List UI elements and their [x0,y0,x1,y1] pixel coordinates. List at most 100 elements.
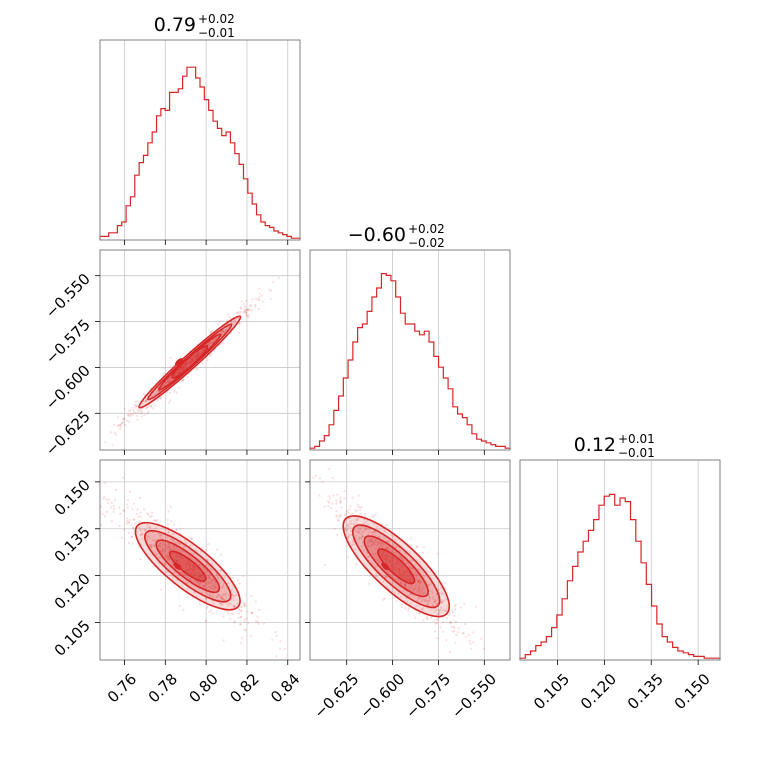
sample-point [151,538,154,541]
sample-point [361,536,364,539]
sample-point [417,597,420,600]
sample-point [425,615,429,618]
sample-point [440,601,444,604]
sample-point [364,521,367,524]
sample-point [420,589,423,592]
sample-point [364,526,367,529]
sample-point [134,411,138,415]
sample-point [411,567,414,570]
sample-point [390,564,393,567]
sample-point [212,583,216,586]
sample-point [178,604,181,607]
sample-point [152,539,155,542]
sample-point [261,300,264,303]
sample-point [233,605,236,608]
sample-point [186,568,190,571]
sample-point [250,611,253,614]
sample-point [161,374,164,377]
sample-point [183,363,186,366]
sample-point [160,534,163,537]
sample-point [188,571,191,574]
sample-point [136,400,139,403]
sample-point [349,529,353,533]
sample-point [176,559,179,562]
sample-point [211,592,215,595]
sample-point [214,580,217,583]
sample-point [163,562,166,565]
sample-point [421,599,424,603]
sample-point [147,404,150,407]
sample-point [200,349,203,352]
sample-point [362,522,365,525]
sample-point [400,595,403,599]
sample-point [187,536,190,539]
sample-point [169,365,172,368]
sample-point [116,424,120,427]
sample-point [436,613,439,616]
sample-point [185,362,188,365]
sample-point [426,599,429,602]
sample-point [208,343,211,346]
sample-point [102,497,105,500]
sample-point [345,510,348,513]
sample-point [357,530,360,533]
sample-point [167,380,170,383]
sample-point [167,546,170,549]
sample-point [366,523,369,526]
sample-point [406,561,409,565]
x-tick-label: 0.78 [145,670,181,706]
sample-point [418,580,421,583]
sample-point [204,584,207,587]
sample-point [339,496,342,499]
sample-point [378,546,381,549]
sample-point [131,527,135,530]
sample-point [152,544,156,547]
sample-point [220,596,223,599]
sample-point [256,615,259,618]
sample-point [190,537,194,540]
contour-level-2 [147,323,233,401]
sample-point [169,377,172,380]
sample-point [199,574,203,577]
sample-point [414,587,417,590]
sample-point [155,553,158,556]
sample-point [131,526,135,529]
sample-point [379,549,382,552]
sample-point [125,522,128,525]
sample-point [152,565,155,568]
sample-point [176,371,179,374]
sample-point [182,574,185,577]
sample-point [275,655,278,658]
sample-point [438,608,442,612]
sample-point [231,592,234,595]
sample-point [400,557,403,560]
sample-point [164,381,167,384]
sample-point [122,510,125,513]
sample-point [240,307,243,310]
sample-point [184,364,187,367]
sample-point [440,586,443,590]
panel-title-minus: −0.01 [198,26,235,40]
sample-point [430,608,433,611]
sample-point [352,523,355,526]
sample-point [384,546,388,550]
sample-point [384,576,387,579]
sample-point [181,379,184,382]
sample-point [351,543,354,546]
sample-point [343,526,347,530]
sample-point [237,322,240,325]
sample-point [360,545,363,548]
sample-point [209,353,212,356]
sample-point [158,544,161,547]
sample-point [183,364,187,367]
sample-point [210,596,214,599]
sample-point [442,608,445,611]
sample-point [416,611,419,614]
sample-point [211,562,214,566]
sample-point [125,419,129,422]
sample-point [453,604,457,607]
sample-point [224,329,227,332]
sample-point [141,533,144,536]
sample-point [206,356,209,359]
sample-point [249,304,252,307]
